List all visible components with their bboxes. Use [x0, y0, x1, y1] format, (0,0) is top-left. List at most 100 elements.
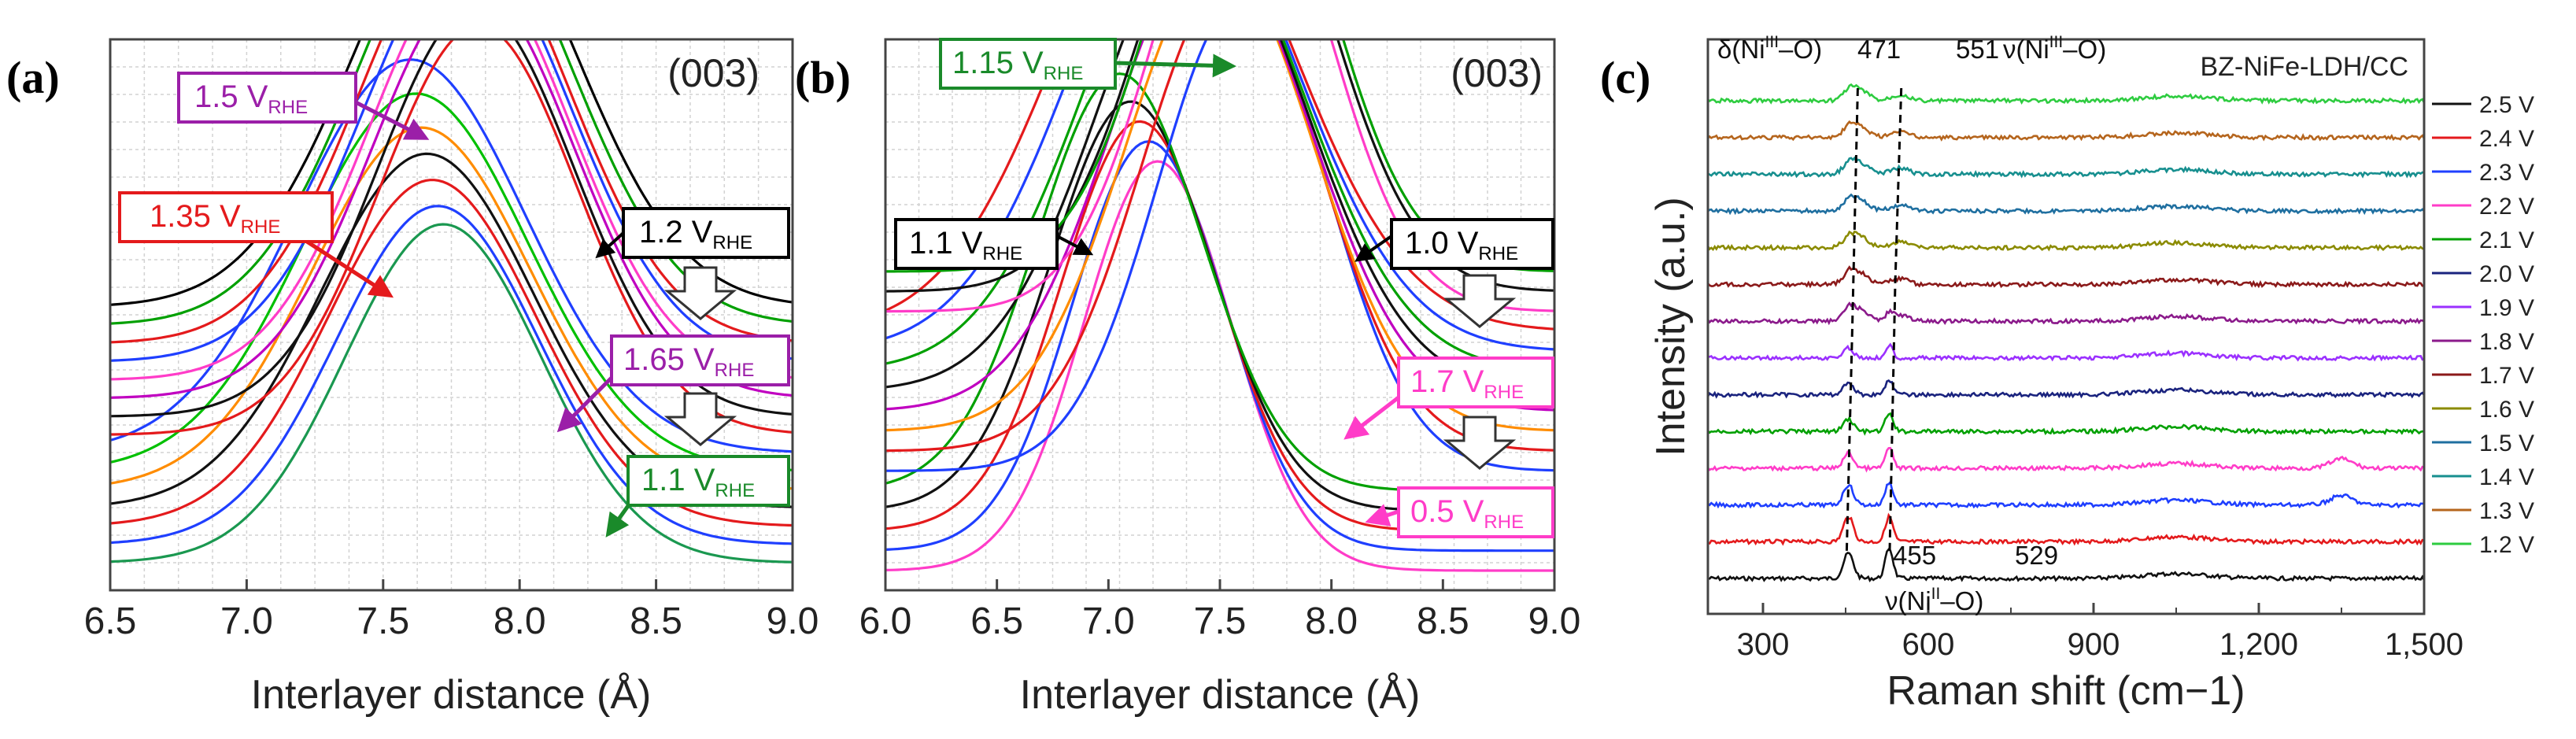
chart-c-frame	[1706, 38, 2426, 615]
x-tick-label: 6.5	[970, 600, 1023, 642]
svg-text:1.1 VRHE: 1.1 VRHE	[909, 226, 1022, 264]
series-line-s13	[885, 39, 1554, 331]
legend-label: 2.3 V	[2479, 160, 2534, 186]
chart-a-xlabel: Interlayer distance (Å)	[251, 672, 652, 718]
raman-series-2-1-v	[1706, 230, 2425, 252]
annotation-b-1-1v: 1.1 VRHE	[894, 218, 1094, 270]
down-arrow-icon	[663, 266, 737, 320]
series-line-s7	[885, 39, 1554, 453]
annotation-a-1-65v-text: 1.65 V	[623, 342, 715, 377]
x-tick-label: 1,500	[2385, 627, 2463, 662]
svg-text:1.2 VRHE: 1.2 VRHE	[639, 215, 752, 253]
annotation-b-1-0v: 1.0 VRHE	[1355, 218, 1554, 328]
raman-series-2-5-v	[1707, 83, 2426, 105]
annotation-c-nu3-text: ν(Ni	[2003, 35, 2049, 64]
x-tick-label: 7.0	[220, 600, 273, 642]
annotation-b-1-15v-sub: RHE	[1044, 63, 1084, 84]
annotation-c-nu2-text: ν(Ni	[1885, 586, 1931, 615]
annotation-b-1-1v-text: 1.1 V	[909, 226, 983, 260]
chart-c-ylabel: Intensity (a.u.)	[1648, 197, 1694, 456]
x-tick-label: 7.5	[357, 600, 409, 642]
chart-c-legend: 2.5 V 2.4 V 2.3 V 2.2 V 2.1 V 2.0 V 1.9 V 1.8 V…	[2432, 92, 2534, 558]
peak-guide-551-529	[1888, 87, 1903, 552]
annotation-c-nu3-sup: III	[2049, 33, 2064, 51]
annotation-a-1-1v: 1.1 VRHE	[605, 455, 790, 538]
annotation-a-1-2v: 1.2 VRHE	[595, 207, 790, 320]
annotation-c-delta-sup: III	[1765, 33, 1780, 51]
legend-label: 1.7 V	[2479, 363, 2534, 389]
annotation-c-529: 529	[2015, 541, 2058, 570]
chart-b-title: (003)	[1451, 51, 1543, 95]
legend-label: 1.6 V	[2479, 397, 2534, 423]
raman-series-2-0-v	[1707, 265, 2425, 289]
x-tick-label: 7.0	[1082, 600, 1135, 642]
annotation-b-0-5v-sub: RHE	[1484, 512, 1524, 533]
annotation-c-455: 455	[1893, 541, 1936, 570]
x-tick-label: 6.0	[859, 600, 912, 642]
svg-text:0.5 VRHE: 0.5 VRHE	[1410, 494, 1524, 533]
legend-label: 1.4 V	[2479, 464, 2534, 490]
annotation-c-551: 551	[1956, 35, 1999, 64]
svg-text:1.5 VRHE: 1.5 VRHE	[194, 79, 308, 118]
annotation-c-nu3-tail: –O)	[2063, 35, 2106, 64]
annotation-a-1-65v: 1.65 VRHE	[556, 334, 790, 446]
annotation-a-1-2v-sub: RHE	[712, 232, 752, 253]
x-tick-label: 300	[1737, 627, 1790, 662]
annotation-b-1-7v-sub: RHE	[1484, 382, 1524, 403]
svg-text:1.1 VRHE: 1.1 VRHE	[641, 463, 755, 501]
x-tick-label: 600	[1902, 627, 1955, 662]
annotation-c-nu3: ν(NiIII–O)	[2003, 33, 2106, 64]
series-line-s6	[885, 39, 1554, 472]
annotation-b-0-5v: 0.5 VRHE	[1365, 486, 1554, 538]
legend-label: 2.5 V	[2479, 92, 2534, 118]
series-line-s14	[885, 39, 1554, 313]
annotation-b-1-0v-text: 1.0 V	[1405, 226, 1479, 260]
legend-label: 2.1 V	[2479, 227, 2534, 253]
legend-label: 2.4 V	[2479, 126, 2534, 152]
raman-series-1-3-v	[1707, 512, 2425, 546]
annotation-a-1-5v-sub: RHE	[268, 97, 308, 118]
chart-a-frame	[109, 38, 794, 592]
series-line-s6	[110, 92, 793, 471]
annotation-a-1-5v-text: 1.5 V	[194, 79, 268, 114]
annotation-b-1-7v: 1.7 VRHE	[1343, 357, 1554, 470]
down-arrow-icon	[1443, 274, 1517, 328]
x-tick-label: 9.0	[1528, 600, 1581, 642]
annotation-a-1-35v: 1.35 VRHE	[118, 191, 394, 298]
chart-c-title: BZ-NiFe-LDH/CC	[2201, 52, 2408, 82]
down-arrow-icon	[1443, 416, 1517, 470]
series-line-1-1-v	[110, 223, 793, 563]
x-tick-label: 9.0	[767, 600, 819, 642]
chart-c-xlabel: Raman shift (cm−1)	[1887, 668, 2245, 714]
chart-a: 6.5 7.0 7.5 8.0 8.5 9.0 (003) Interlayer dist…	[84, 38, 819, 718]
series-line-1-5-v	[110, 39, 793, 325]
svg-text:1.65 VRHE: 1.65 VRHE	[623, 342, 754, 381]
x-tick-label: 8.0	[1305, 600, 1358, 642]
chart-c-series	[1706, 83, 2426, 582]
x-tick-label: 1,200	[2219, 627, 2298, 662]
annotation-a-1-35v-text: 1.35 V	[150, 199, 241, 234]
svg-text:1.7 VRHE: 1.7 VRHE	[1410, 364, 1524, 403]
svg-text:1.35 VRHE: 1.35 VRHE	[150, 199, 280, 238]
chart-b: 6.0 6.5 7.0 7.5 8.0 8.5 9.0 (003) Interlayer d…	[859, 38, 1581, 718]
chart-c: 300 600 900 1,200 1,500 2.5 V 2.4 V 2.3 V 2.2 V…	[1648, 33, 2534, 714]
annotation-a-1-1v-text: 1.1 V	[641, 463, 715, 497]
chart-b-ticks: 6.0 6.5 7.0 7.5 8.0 8.5 9.0	[859, 579, 1581, 642]
annotation-b-1-7v-text: 1.7 V	[1410, 364, 1484, 399]
annotation-b-1-15v-text: 1.15 V	[952, 46, 1044, 80]
panel-label-b: (b)	[795, 52, 851, 103]
x-tick-label: 900	[2068, 627, 2120, 662]
svg-text:1.0 VRHE: 1.0 VRHE	[1405, 226, 1518, 264]
peak-guide-471-455	[1845, 87, 1859, 552]
legend-label: 2.0 V	[2479, 261, 2534, 287]
series-line-s12	[110, 39, 793, 362]
raman-series-1-7-v	[1706, 379, 2426, 399]
raman-series-1-6-v	[1707, 412, 2425, 436]
legend-label: 1.5 V	[2479, 430, 2534, 456]
annotation-c-delta-text: δ(Ni	[1717, 35, 1765, 64]
x-tick-label: 6.5	[84, 600, 137, 642]
x-tick-label: 8.0	[493, 600, 546, 642]
annotation-a-1-2v-text: 1.2 V	[639, 215, 713, 249]
legend-label: 1.2 V	[2479, 532, 2534, 558]
